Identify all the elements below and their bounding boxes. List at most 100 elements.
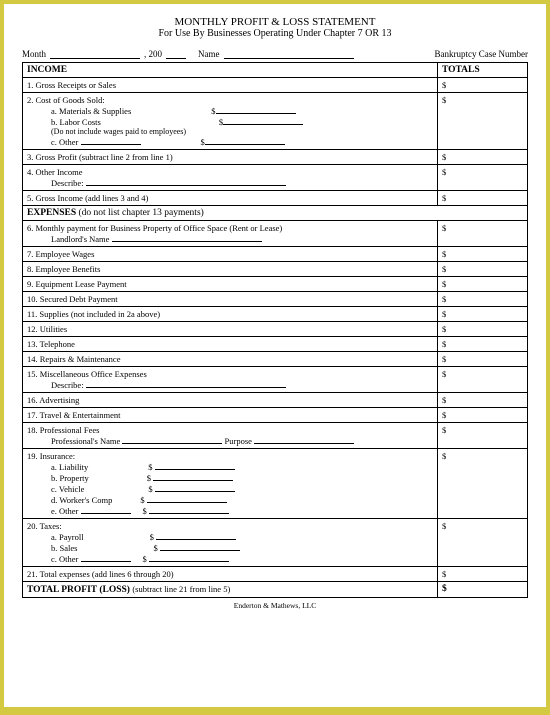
statement-table: INCOME TOTALS 1. Gross Receipts or Sales…	[22, 62, 528, 598]
row-17: 17. Travel & Entertainment	[23, 408, 438, 423]
case-label: Bankruptcy Case Number	[435, 49, 528, 59]
row-19-total[interactable]: $	[438, 449, 528, 519]
row-20c-label: c. Other	[51, 554, 78, 564]
row-6-landlord-blank[interactable]	[112, 233, 262, 242]
row-20a-amount[interactable]	[156, 531, 236, 540]
row-20-total[interactable]: $	[438, 519, 528, 567]
row-15-label: 15. Miscellaneous Office Expenses	[27, 369, 147, 379]
row-4-desc-label: Describe:	[51, 178, 84, 188]
row-9-total[interactable]: $	[438, 277, 528, 292]
year-blank[interactable]	[166, 49, 186, 59]
row-19b-amount[interactable]	[153, 472, 233, 481]
row-19e-desc[interactable]	[81, 505, 131, 514]
row-2: 2. Cost of Goods Sold: a. Materials & Su…	[23, 93, 438, 150]
row-12-total[interactable]: $	[438, 322, 528, 337]
row-2c-amount[interactable]	[205, 136, 285, 145]
row-7-total[interactable]: $	[438, 247, 528, 262]
row-4-total[interactable]: $	[438, 165, 528, 191]
row-13: 13. Telephone	[23, 337, 438, 352]
row-3-total[interactable]: $	[438, 150, 528, 165]
row-19-label: 19. Insurance:	[27, 451, 75, 461]
row-2b-amount[interactable]	[223, 116, 303, 125]
year-prefix: , 200	[144, 49, 162, 59]
row-19e-amount[interactable]	[149, 505, 229, 514]
expenses-header-label: EXPENSES	[27, 208, 76, 218]
row-11: 11. Supplies (not included in 2a above)	[23, 307, 438, 322]
row-11-total[interactable]: $	[438, 307, 528, 322]
row-1: 1. Gross Receipts or Sales	[23, 78, 438, 93]
row-20b-amount[interactable]	[160, 542, 240, 551]
row-18-purpose-blank[interactable]	[254, 435, 354, 444]
row-6-label: 6. Monthly payment for Business Property…	[27, 223, 282, 233]
row-1-total[interactable]: $	[438, 78, 528, 93]
row-21: 21. Total expenses (add lines 6 through …	[23, 567, 438, 582]
row-18: 18. Professional Fees Professional's Nam…	[23, 423, 438, 449]
row-19c-amount[interactable]	[155, 483, 235, 492]
row-20-label: 20. Taxes:	[27, 521, 62, 531]
row-20c-amount[interactable]	[149, 553, 229, 562]
row-6-landlord-label: Landlord's Name	[51, 234, 109, 244]
row-5-total[interactable]: $	[438, 191, 528, 206]
row-2a-label: a. Materials & Supplies	[51, 106, 131, 116]
row-7: 7. Employee Wages	[23, 247, 438, 262]
row-14-total[interactable]: $	[438, 352, 528, 367]
row-5: 5. Gross Income (add lines 3 and 4)	[23, 191, 438, 206]
row-4-desc-blank[interactable]	[86, 177, 286, 186]
row-18-purpose-label: Purpose	[225, 436, 252, 446]
form-page: MONTHLY PROFIT & LOSS STATEMENT For Use …	[4, 4, 546, 707]
row-18-name-label: Professional's Name	[51, 436, 120, 446]
expenses-header-note: (do not list chapter 13 payments)	[78, 208, 203, 218]
row-2-label: 2. Cost of Goods Sold:	[27, 95, 105, 105]
row-18-total[interactable]: $	[438, 423, 528, 449]
row-3: 3. Gross Profit (subtract line 2 from li…	[23, 150, 438, 165]
form-title: MONTHLY PROFIT & LOSS STATEMENT	[22, 16, 528, 28]
row-20c-desc[interactable]	[81, 553, 131, 562]
month-label: Month	[22, 49, 46, 59]
totals-header: TOTALS	[438, 63, 528, 78]
row-2b-label: b. Labor Costs	[51, 117, 101, 127]
row-14: 14. Repairs & Maintenance	[23, 352, 438, 367]
row-8-total[interactable]: $	[438, 262, 528, 277]
row-19d-amount[interactable]	[147, 494, 227, 503]
name-label: Name	[198, 49, 220, 59]
total-profit-amount[interactable]: $	[438, 582, 528, 598]
row-4: 4. Other Income Describe:	[23, 165, 438, 191]
row-10-total[interactable]: $	[438, 292, 528, 307]
income-header: INCOME	[23, 63, 438, 78]
row-2c-desc[interactable]	[81, 136, 141, 145]
row-20a-label: a. Payroll	[51, 532, 84, 542]
row-6-total[interactable]: $	[438, 221, 528, 247]
row-15-desc-label: Describe:	[51, 380, 84, 390]
row-2-total[interactable]: $	[438, 93, 528, 150]
row-20: 20. Taxes: a. Payroll$ b. Sales$ c. Othe…	[23, 519, 438, 567]
name-blank[interactable]	[224, 49, 354, 59]
row-16-total[interactable]: $	[438, 393, 528, 408]
row-2b-note: (Do not include wages paid to employees)	[27, 127, 433, 136]
footer: Enderton & Mathews, LLC	[22, 601, 528, 610]
row-19e-label: e. Other	[51, 506, 78, 516]
row-17-total[interactable]: $	[438, 408, 528, 423]
row-19d-label: d. Worker's Comp	[51, 495, 112, 505]
row-13-total[interactable]: $	[438, 337, 528, 352]
row-19: 19. Insurance: a. Liability$ b. Property…	[23, 449, 438, 519]
row-15-desc-blank[interactable]	[86, 379, 286, 388]
row-18-name-blank[interactable]	[122, 435, 222, 444]
row-19b-label: b. Property	[51, 473, 89, 483]
row-20b-label: b. Sales	[51, 543, 77, 553]
total-profit-note: (subtract line 21 from line 5)	[132, 584, 230, 594]
row-9: 9. Equipment Lease Payment	[23, 277, 438, 292]
row-18-label: 18. Professional Fees	[27, 425, 99, 435]
row-19a-label: a. Liability	[51, 462, 88, 472]
row-15: 15. Miscellaneous Office Expenses Descri…	[23, 367, 438, 393]
row-6: 6. Monthly payment for Business Property…	[23, 221, 438, 247]
row-2a-amount[interactable]	[216, 105, 296, 114]
row-21-total[interactable]: $	[438, 567, 528, 582]
total-profit-label: TOTAL PROFIT (LOSS)	[27, 585, 130, 595]
row-19a-amount[interactable]	[155, 461, 235, 470]
header-fields: Month , 200 Name Bankruptcy Case Number	[22, 49, 528, 59]
total-profit-row: TOTAL PROFIT (LOSS) (subtract line 21 fr…	[23, 582, 438, 598]
expenses-header: EXPENSES (do not list chapter 13 payment…	[23, 206, 528, 221]
row-8: 8. Employee Benefits	[23, 262, 438, 277]
month-blank[interactable]	[50, 49, 140, 59]
row-15-total[interactable]: $	[438, 367, 528, 393]
